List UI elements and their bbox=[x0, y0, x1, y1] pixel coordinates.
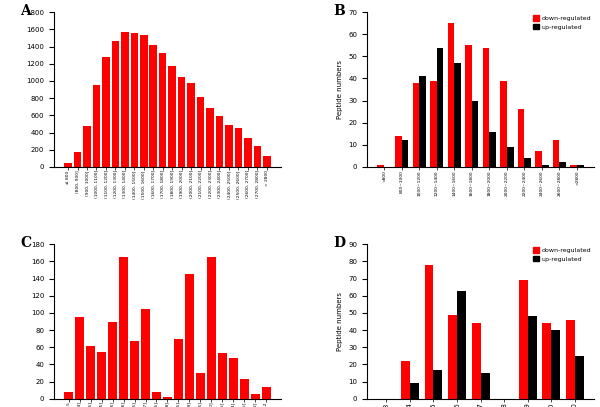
Bar bbox=[527, 316, 536, 399]
Bar bbox=[225, 125, 233, 167]
Bar bbox=[430, 81, 437, 167]
Legend: down-regulated, up-regulated: down-regulated, up-regulated bbox=[533, 15, 591, 30]
Bar bbox=[401, 140, 408, 167]
Bar bbox=[553, 140, 559, 167]
Bar bbox=[108, 322, 117, 399]
Bar bbox=[490, 131, 496, 167]
Bar bbox=[401, 361, 410, 399]
Bar bbox=[206, 108, 214, 167]
Bar bbox=[152, 392, 161, 399]
Bar bbox=[112, 42, 119, 167]
Bar bbox=[448, 23, 454, 167]
Bar bbox=[457, 291, 466, 399]
Bar bbox=[518, 109, 524, 167]
Bar bbox=[482, 48, 490, 167]
Bar bbox=[251, 394, 260, 399]
Bar bbox=[481, 373, 490, 399]
Bar bbox=[571, 165, 577, 167]
Bar bbox=[185, 274, 194, 399]
Text: B: B bbox=[333, 4, 345, 18]
Bar bbox=[121, 32, 128, 167]
Bar bbox=[149, 45, 157, 167]
Bar bbox=[197, 97, 205, 167]
Bar bbox=[535, 151, 542, 167]
Bar bbox=[419, 76, 426, 167]
Bar bbox=[174, 339, 183, 399]
Bar bbox=[140, 35, 148, 167]
Legend: down-regulated, up-regulated: down-regulated, up-regulated bbox=[533, 247, 591, 262]
Bar bbox=[178, 77, 185, 167]
Bar bbox=[542, 165, 548, 167]
Text: D: D bbox=[333, 236, 345, 250]
Bar bbox=[131, 33, 138, 167]
Bar bbox=[159, 53, 166, 167]
Bar bbox=[64, 162, 72, 167]
Bar bbox=[472, 101, 478, 167]
Bar bbox=[235, 128, 242, 167]
Bar bbox=[542, 323, 551, 399]
Bar bbox=[395, 136, 401, 167]
Bar bbox=[169, 66, 176, 167]
Bar bbox=[83, 127, 91, 167]
Bar bbox=[163, 397, 172, 399]
Bar bbox=[64, 392, 73, 399]
Bar bbox=[187, 83, 195, 167]
Bar bbox=[240, 379, 248, 399]
Bar bbox=[454, 63, 461, 167]
Bar bbox=[575, 356, 584, 399]
Bar bbox=[254, 146, 261, 167]
Bar bbox=[500, 81, 507, 167]
Bar bbox=[74, 152, 82, 167]
Bar bbox=[437, 48, 443, 167]
Bar bbox=[141, 309, 150, 399]
Bar bbox=[130, 341, 139, 399]
Text: C: C bbox=[20, 236, 31, 250]
Bar bbox=[102, 57, 110, 167]
Bar bbox=[377, 165, 384, 167]
Bar bbox=[518, 280, 527, 399]
Bar bbox=[215, 116, 223, 167]
Bar bbox=[524, 158, 531, 167]
Bar bbox=[465, 45, 472, 167]
Bar bbox=[196, 373, 205, 399]
Bar bbox=[551, 330, 560, 399]
Bar bbox=[413, 83, 419, 167]
Bar bbox=[244, 138, 251, 167]
Bar bbox=[507, 147, 514, 167]
Text: A: A bbox=[20, 4, 31, 18]
Bar bbox=[448, 315, 457, 399]
Bar bbox=[577, 165, 584, 167]
Bar bbox=[229, 359, 238, 399]
Bar bbox=[262, 387, 271, 399]
Bar bbox=[207, 257, 216, 399]
Bar bbox=[92, 85, 100, 167]
Bar bbox=[566, 320, 575, 399]
Y-axis label: Peptide numbers: Peptide numbers bbox=[337, 60, 343, 119]
Bar bbox=[97, 352, 106, 399]
Bar bbox=[218, 353, 227, 399]
Bar bbox=[75, 317, 84, 399]
Bar bbox=[263, 156, 271, 167]
Y-axis label: Peptide numbers: Peptide numbers bbox=[337, 292, 343, 351]
Bar bbox=[425, 265, 433, 399]
Bar bbox=[559, 162, 566, 167]
Bar bbox=[472, 323, 481, 399]
Bar bbox=[410, 383, 419, 399]
Bar bbox=[433, 370, 442, 399]
Bar bbox=[119, 257, 128, 399]
Bar bbox=[86, 346, 95, 399]
